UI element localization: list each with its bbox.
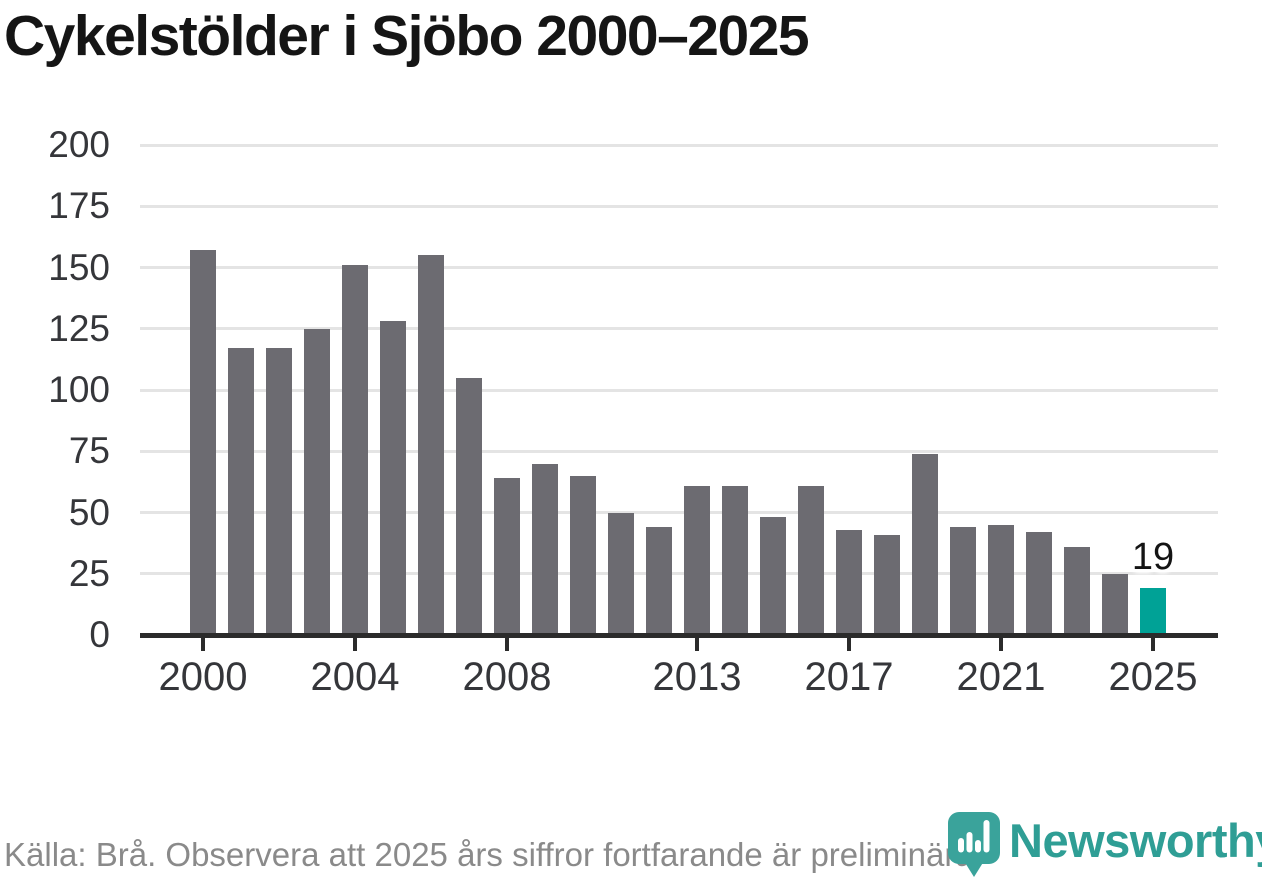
x-axis-label-2008: 2008 (462, 655, 552, 699)
x-tick-2013 (695, 638, 699, 651)
bar-2022 (1026, 532, 1052, 635)
bar-2018 (874, 534, 900, 635)
bar-2020 (950, 527, 976, 635)
bar-2007 (456, 377, 482, 635)
bar-2011 (608, 512, 634, 635)
gridline-y-50 (140, 511, 1218, 514)
gridline-y-175 (140, 204, 1218, 208)
newsworthy-logo: Newsworthy (948, 812, 1262, 879)
x-axis-label-2000: 2000 (158, 655, 248, 699)
x-tick-2000 (201, 638, 205, 651)
bar-2009 (532, 463, 558, 635)
bar-2003 (304, 328, 330, 635)
x-tick-2025 (1151, 638, 1155, 651)
bar-2010 (570, 475, 596, 635)
gridline-y-100 (140, 388, 1218, 392)
bar-2014 (722, 485, 748, 635)
bar-2012 (646, 527, 672, 635)
gridline-y-75 (140, 449, 1218, 453)
y-axis-label-200: 200 (48, 124, 110, 165)
bar-2001 (228, 348, 254, 635)
x-axis-label-2017: 2017 (804, 655, 894, 699)
bar-2025 (1140, 588, 1166, 635)
source-note: Källa: Brå. Observera att 2025 års siffr… (4, 836, 983, 873)
newsworthy-pin-chart-icon (948, 812, 1000, 879)
bar-2017 (836, 529, 862, 635)
x-axis-line (140, 633, 1218, 638)
value-label-2025: 19 (1131, 536, 1175, 579)
y-axis-label-100: 100 (48, 369, 110, 410)
bar-2008 (494, 478, 520, 635)
y-axis-label-0: 0 (89, 614, 110, 655)
gridline-y-125 (140, 327, 1218, 331)
y-axis-label-175: 175 (48, 185, 110, 227)
bar-chart-plot-area: 0 25 50 75 100 125 150 175 200 2000 2004 2008 2013 20… (48, 124, 1218, 699)
y-axis-label-150: 150 (48, 246, 110, 288)
x-tick-2017 (847, 638, 851, 651)
bar-2015 (760, 517, 786, 635)
bar-2019 (912, 453, 938, 635)
x-tick-2021 (999, 638, 1003, 651)
chart-title: Cykelstölder i Sjöbo 2000–2025 (4, 4, 810, 68)
x-tick-2008 (505, 638, 509, 651)
y-axis-label-50: 50 (68, 491, 110, 533)
x-axis-label-2004: 2004 (310, 655, 400, 699)
bar-2016 (798, 485, 824, 635)
bar-2024 (1102, 573, 1128, 635)
bar-2005 (380, 321, 406, 635)
bar-2004 (342, 265, 368, 635)
bar-2000 (190, 250, 216, 635)
bar-2023 (1064, 546, 1090, 635)
gridline-y-150 (140, 266, 1218, 269)
x-axis-label-2021: 2021 (956, 655, 1046, 699)
newsworthy-wordmark: Newsworthy (1009, 814, 1262, 867)
bar-2013 (684, 485, 710, 635)
bar-2021 (988, 524, 1014, 635)
gridline-y-25 (140, 572, 1218, 576)
x-tick-2004 (353, 638, 357, 651)
x-axis-label-2013: 2013 (652, 655, 742, 699)
x-axis-label-2025: 2025 (1108, 655, 1198, 699)
y-axis-label-75: 75 (68, 430, 110, 472)
y-axis-label-25: 25 (68, 552, 110, 594)
gridline-y-200 (140, 143, 1218, 147)
bar-2002 (266, 348, 292, 635)
bar-2006 (418, 255, 444, 635)
y-axis-label-125: 125 (48, 307, 110, 349)
